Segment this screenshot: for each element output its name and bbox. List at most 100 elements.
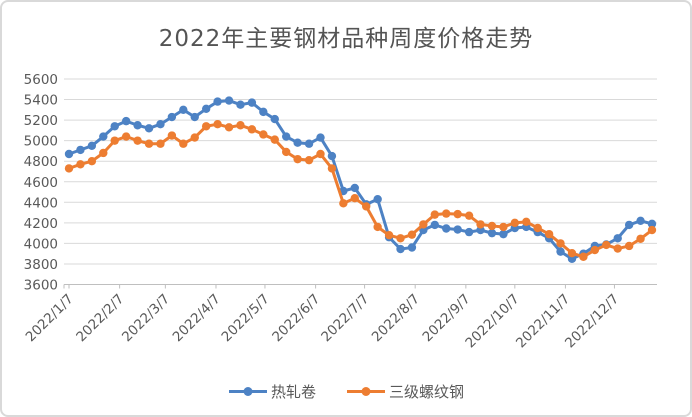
data-point [464,211,474,220]
data-point [133,121,142,130]
data-point [281,147,291,157]
data-point [236,100,245,109]
data-point [76,145,85,155]
data-point [419,220,428,229]
data-point [430,220,440,230]
data-point [533,223,542,233]
data-point [499,222,508,232]
x-axis-tick-label: 2022/2/7 [73,291,127,345]
data-point [213,120,222,129]
y-axis-tick-label: 4600 [24,175,58,191]
data-point [99,148,108,158]
data-point [201,104,211,113]
y-axis-tick-label: 5000 [24,134,58,150]
data-point [487,221,497,231]
data-point [602,240,611,250]
y-axis-tick-label: 3800 [24,257,58,273]
data-point [179,105,188,115]
data-point [544,229,554,239]
data-point [407,230,417,239]
legend-marker-icon [347,387,385,396]
y-axis-tick-label: 4200 [24,216,58,232]
y-axis-tick-label: 4400 [24,195,58,211]
data-point [590,245,600,255]
data-point [613,234,622,243]
x-axis-tick-label: 2022/5/7 [219,291,273,345]
data-point [464,227,474,237]
data-point [190,112,199,122]
data-point [259,107,268,117]
data-point [624,220,634,230]
data-point [487,228,497,238]
data-point [224,123,234,132]
data-point [64,164,74,173]
data-point [259,130,268,139]
data-point [350,193,359,203]
data-point [350,183,359,193]
data-point [167,131,177,140]
series-line-0 [67,99,654,261]
data-point [201,122,211,131]
x-axis-tick-label: 2022/12/7 [562,291,622,351]
data-point [179,139,188,148]
data-point [636,216,645,225]
legend-label: 热轧卷 [270,383,316,401]
y-axis-tick-label: 5200 [24,113,58,129]
data-point [156,120,165,129]
data-point [316,149,325,159]
data-point [636,234,645,243]
data-point [396,234,405,243]
data-point [213,97,222,106]
x-axis-tick-label: 2022/1/7 [23,291,77,345]
data-point [304,155,314,165]
data-point [87,141,97,150]
data-point [293,154,302,164]
data-point [110,136,119,145]
data-point [121,116,131,126]
data-point [442,224,451,233]
chart-title: 2022年主要钢材品种周度价格走势 [158,26,534,52]
data-point [236,121,245,130]
legend-label: 三级螺纹钢 [389,383,465,401]
data-point [556,247,565,256]
data-point [613,244,622,253]
data-point [76,160,85,169]
legend-item-0: 热轧卷 [228,381,316,402]
data-point [270,114,279,124]
x-axis-tick-label: 2022/4/7 [170,291,224,345]
data-point [396,244,405,254]
data-point [442,209,451,218]
legend-item-1: 三级螺纹钢 [346,381,464,402]
x-axis-tick-label: 2022/8/7 [369,291,423,345]
data-point [362,202,371,211]
legend: 热轧卷 三级螺纹钢 [2,381,690,402]
data-point [647,225,657,235]
data-point [522,217,531,227]
data-point [510,218,520,228]
data-point [579,252,588,261]
data-point [373,222,382,232]
data-point [144,139,154,148]
data-point [624,241,634,251]
data-point [281,132,291,141]
data-point [293,138,302,147]
data-point [270,135,279,144]
data-point [304,139,314,148]
data-point [476,220,485,229]
data-point [567,248,577,258]
data-point [373,195,382,204]
y-axis-tick-label: 3600 [24,278,58,294]
data-point [133,136,142,145]
x-axis-tick-label: 2022/7/7 [318,291,372,345]
data-point [327,164,337,173]
x-axis-tick-label: 2022/3/7 [119,291,173,345]
x-axis-tick-label: 2022/10/7 [462,291,522,351]
data-point [110,122,119,131]
y-axis-tick-label: 5600 [24,72,58,88]
data-point [144,124,154,133]
series-line-1 [67,122,654,259]
data-point [316,133,325,142]
data-point [384,230,394,240]
